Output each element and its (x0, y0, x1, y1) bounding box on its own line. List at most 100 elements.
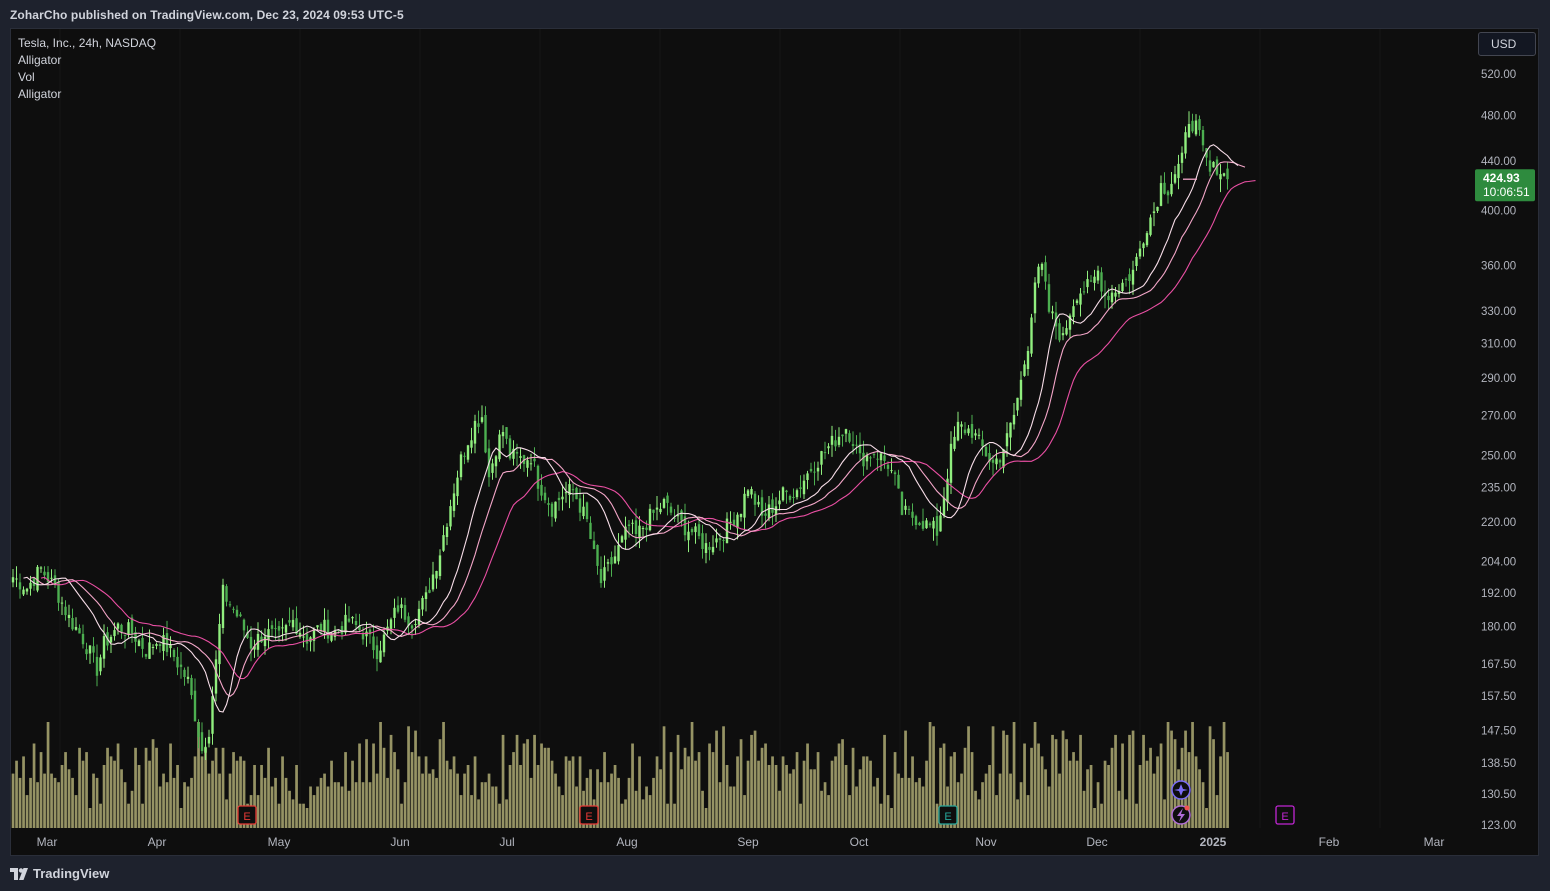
candle-body (1012, 414, 1016, 425)
candle-body (277, 626, 281, 631)
candle-body (1131, 269, 1135, 285)
candle-body (1044, 262, 1047, 282)
volume-bar (214, 747, 218, 828)
candle-body (197, 723, 200, 738)
candle-body (596, 545, 599, 566)
candle-body (893, 472, 897, 475)
candle-body (214, 659, 218, 694)
price-tick-label: 400.00 (1481, 206, 1516, 218)
candle-body (421, 598, 424, 610)
time-tick-label: 2025 (1200, 835, 1227, 849)
candle-body (830, 435, 834, 445)
volume-bar (928, 722, 932, 828)
candle-body (911, 511, 914, 518)
candle-body (872, 454, 876, 456)
volume-bar (1128, 734, 1131, 828)
volume-bar (648, 795, 652, 828)
volume-bar (494, 786, 498, 828)
volume-bar (806, 743, 809, 828)
tradingview-logo[interactable]: TradingView (10, 866, 109, 881)
volume-bar (1033, 722, 1037, 828)
candle-body (949, 443, 953, 483)
volume-bar (1058, 773, 1061, 828)
candle-body (564, 492, 568, 494)
candle-body (1142, 243, 1145, 249)
candle-body (970, 424, 974, 438)
candle-body (1019, 379, 1023, 400)
time-tick-label: Oct (850, 835, 869, 849)
volume-bar (1152, 773, 1156, 828)
volume-bar (375, 773, 379, 828)
volume-bar (641, 799, 645, 828)
candle-body (620, 536, 624, 543)
candle-body (690, 529, 694, 533)
volume-bar (816, 752, 820, 828)
volume-bar (1023, 743, 1026, 828)
candle-body (1002, 449, 1005, 468)
candle-body (246, 632, 249, 638)
candle-body (785, 490, 788, 493)
candle-body (1124, 278, 1128, 280)
candle-body (1047, 284, 1051, 312)
candle-body (886, 464, 890, 469)
volume-bar (988, 765, 991, 828)
earnings-badge (579, 805, 599, 825)
volume-bar (1012, 722, 1016, 828)
legend-indicator-vol[interactable]: Vol (18, 70, 35, 84)
volume-bar (547, 747, 550, 828)
volume-bar (242, 760, 246, 828)
candle-body (592, 540, 596, 549)
volume-bar (36, 782, 39, 828)
candle-body (778, 500, 781, 505)
candle-body (29, 582, 32, 589)
volume-bar (666, 803, 669, 828)
volume-bar (183, 782, 186, 828)
candle-body (869, 457, 872, 459)
candle-body (407, 616, 410, 626)
volume-bar (508, 765, 512, 828)
chart-frame[interactable] (10, 28, 1539, 856)
candle-body (715, 538, 718, 543)
volume-bar (795, 752, 799, 828)
volume-bar (67, 769, 71, 828)
candle-body (330, 633, 333, 641)
volume-bar (540, 743, 543, 828)
volume-bar (396, 769, 400, 828)
volume-bar (725, 765, 729, 828)
volume-bar (435, 777, 438, 828)
volume-bar (1135, 803, 1138, 828)
event-icons (1171, 780, 1191, 825)
price-tick-label: 157.50 (1481, 691, 1516, 703)
last-price-label: 424.93 (1483, 171, 1520, 185)
legend-indicator-alligator-2[interactable]: Alligator (18, 87, 62, 101)
volume-bar (235, 760, 239, 828)
candle-body (99, 657, 102, 672)
candle-body (669, 506, 673, 513)
volume-bar (95, 777, 99, 828)
volume-bar (823, 782, 827, 828)
candle-body (960, 424, 963, 427)
currency-button[interactable]: USD (1478, 32, 1536, 56)
volume-bar (739, 739, 743, 828)
candle-body (1096, 270, 1100, 281)
candle-body (1068, 315, 1072, 330)
price-tick-label: 147.50 (1481, 725, 1516, 737)
candle-body (288, 620, 291, 623)
volume-bar (771, 756, 774, 828)
volume-bar (697, 752, 701, 828)
candle-body (984, 446, 988, 457)
volume-bar (169, 743, 172, 828)
candle-body (109, 636, 113, 643)
legend-indicator-alligator[interactable]: Alligator (18, 53, 62, 67)
legend-symbol[interactable]: Tesla, Inc., 24h, NASDAQ (18, 36, 157, 50)
candle-body (155, 644, 158, 646)
candle-body (249, 636, 253, 649)
candle-body (1226, 168, 1229, 180)
candle-body (242, 619, 246, 631)
candle-body (480, 417, 484, 422)
volume-bar (858, 769, 862, 828)
candle-body (683, 516, 687, 536)
notification-dot-icon (1184, 805, 1190, 811)
candle-body (375, 645, 379, 660)
